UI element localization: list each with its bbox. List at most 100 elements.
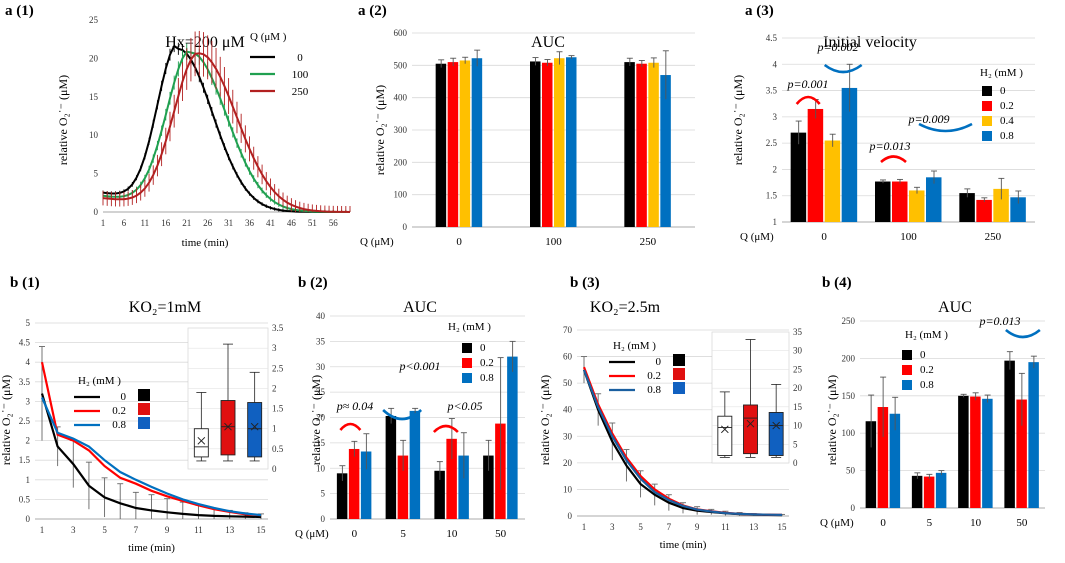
- x-tick-label: 0: [880, 517, 886, 529]
- chart-title: Hx=200 μM: [165, 34, 244, 51]
- panel-label: b (1): [10, 275, 40, 291]
- legend-label: 0: [1000, 85, 1006, 97]
- boxplot-mean-marker: [250, 422, 259, 431]
- bar: [889, 413, 901, 508]
- significance-arc: [1005, 328, 1041, 339]
- y-tick-label: 20: [89, 53, 99, 63]
- x-tick-label: 250: [640, 236, 657, 248]
- y-tick-label: 100: [842, 428, 856, 438]
- x-tick-label: 1: [101, 218, 106, 228]
- y-tick-label: 4: [26, 357, 31, 367]
- p-value-annotation: p<0.001: [398, 359, 440, 373]
- legend-label: 0.8: [112, 419, 126, 431]
- legend-label: 250: [292, 86, 309, 98]
- y-tick-label: 2.5: [766, 138, 778, 148]
- panel-label: b (2): [298, 275, 328, 291]
- legend-swatch: [673, 354, 685, 366]
- x-tick-label: 15: [778, 522, 788, 532]
- inset-tick-label: 15: [793, 402, 803, 412]
- x-tick-label: 1: [582, 522, 587, 532]
- x-tick-label: 6: [122, 218, 127, 228]
- boxplot-mean-marker: [197, 436, 206, 445]
- boxplot-box: [717, 415, 733, 456]
- legend-title: H₂ (mM ): [905, 329, 948, 341]
- y-axis-label: relative O₂˙⁻ (μM): [0, 375, 13, 465]
- boxplot-mean-marker: [720, 425, 729, 434]
- bar: [530, 61, 541, 227]
- x-tick-label: 0: [821, 231, 827, 243]
- y-tick-label: 3: [26, 396, 31, 406]
- x-tick-label: 50: [495, 528, 507, 540]
- panel-b2: b (2) AUC 0 5 10 15 20 25 30 35 40 Q (μM) 0 5 10 50 rela…: [295, 275, 525, 540]
- bar: [877, 407, 889, 508]
- y-tick-label: 0: [321, 514, 326, 524]
- x-tick-label: 13: [749, 522, 759, 532]
- inset-tick-label: 0: [793, 458, 798, 468]
- y-tick-label: 15: [316, 438, 326, 448]
- inset-tick-label: 10: [793, 421, 803, 431]
- legend-label: 0: [297, 52, 303, 64]
- bar: [471, 58, 483, 227]
- x-tick-label: 11: [194, 525, 203, 535]
- y-tick-label: 0.5: [19, 494, 31, 504]
- legend-swatch: [902, 380, 912, 390]
- x-tick-label: 9: [165, 525, 170, 535]
- x-axis-label: Q (μM): [820, 517, 854, 529]
- bar: [446, 438, 457, 519]
- legend-label: 0.8: [1000, 130, 1014, 142]
- bar: [790, 132, 807, 222]
- y-tick-label: 0: [568, 511, 573, 521]
- bar: [648, 62, 659, 227]
- y-tick-label: 25: [316, 387, 326, 397]
- y-tick-label: 1: [26, 475, 31, 485]
- bar: [926, 177, 942, 222]
- x-tick-label: 36: [245, 218, 255, 228]
- series-line-0: [40, 393, 262, 519]
- legend-label: 0.2: [112, 405, 126, 417]
- significance-arc: [823, 63, 863, 74]
- x-axis-label: time (min): [182, 237, 229, 249]
- x-tick-label: 250: [985, 231, 1002, 243]
- x-tick-label: 51: [308, 218, 317, 228]
- boxplot-box: [220, 400, 236, 456]
- p-value-annotation: p=0.013: [978, 314, 1020, 328]
- x-tick-label: 10: [970, 517, 982, 529]
- chart-title: KO₂=1mM: [129, 299, 201, 316]
- x-tick-label: 5: [638, 522, 643, 532]
- boxplot-box: [768, 412, 784, 456]
- bar: [447, 62, 459, 227]
- panel-label: a (2): [358, 3, 387, 19]
- bar: [624, 62, 635, 227]
- x-tick-label: 5: [927, 517, 933, 529]
- x-tick-label: 21: [182, 218, 191, 228]
- chart-title: AUC: [403, 299, 437, 316]
- y-axis-label: relative O₂˙⁻ (μM): [731, 75, 745, 165]
- bar: [542, 62, 553, 227]
- chart-title: AUC: [531, 34, 565, 51]
- panel-label: b (4): [822, 275, 852, 291]
- y-axis-label: relative O₂˙⁻ (μM): [825, 375, 839, 465]
- bar: [636, 63, 647, 227]
- y-tick-label: 4.5: [766, 33, 778, 43]
- y-tick-label: 1.5: [19, 455, 31, 465]
- bar: [336, 473, 348, 519]
- inset-tick-label: 2.5: [272, 363, 284, 373]
- bar: [970, 396, 981, 508]
- chart-title: AUC: [938, 299, 972, 316]
- y-tick-label: 3.5: [766, 86, 778, 96]
- legend-label: 0.8: [920, 379, 934, 391]
- y-axis-label: relative O₂˙⁻ (μM): [373, 85, 387, 175]
- bar: [360, 451, 372, 519]
- inset-tick-label: 35: [793, 327, 803, 337]
- panel-label: b (3): [570, 275, 600, 291]
- bar: [892, 181, 908, 222]
- inset-tick-label: 0: [272, 464, 277, 474]
- y-tick-label: 0: [851, 503, 856, 513]
- y-tick-label: 150: [842, 391, 856, 401]
- series-line-100: [102, 50, 350, 213]
- legend-label: 100: [292, 69, 309, 81]
- y-tick-label: 5: [321, 489, 326, 499]
